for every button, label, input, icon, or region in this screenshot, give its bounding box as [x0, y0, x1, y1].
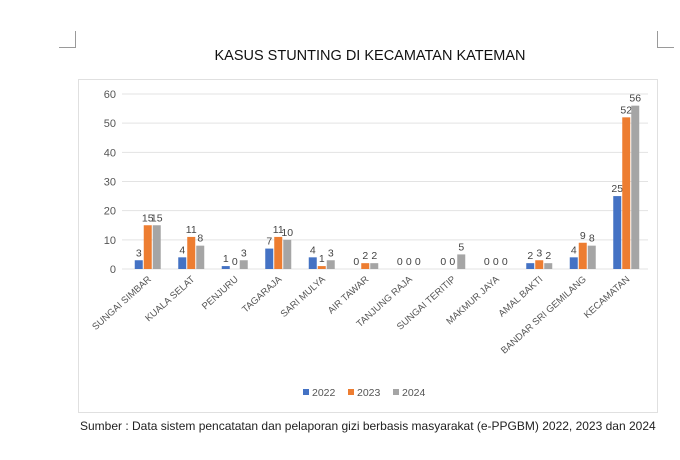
- chart-frame: [78, 79, 658, 413]
- data-label: 56: [629, 93, 641, 105]
- legend-label: 2024: [402, 387, 426, 399]
- bar-2024: [370, 263, 379, 269]
- legend-swatch-2022: [303, 389, 309, 395]
- data-label: 4: [179, 244, 185, 256]
- data-label: 7: [266, 236, 272, 248]
- data-label: 0: [353, 256, 359, 268]
- data-label: 0: [415, 256, 421, 268]
- bar-2022: [526, 263, 535, 269]
- data-label: 2: [371, 250, 377, 262]
- bar-2024: [544, 263, 553, 269]
- y-tick-label: 30: [104, 177, 116, 189]
- bar-2022: [221, 266, 230, 269]
- data-label: 0: [397, 256, 403, 268]
- bar-2024: [326, 260, 335, 269]
- data-label: 11: [186, 224, 197, 236]
- bar-2023: [622, 117, 631, 269]
- bar-2024: [457, 254, 466, 269]
- data-label: 11: [273, 224, 284, 236]
- data-label: 3: [536, 247, 542, 259]
- legend-label: 2022: [312, 387, 336, 399]
- data-label: 2: [362, 250, 368, 262]
- data-label: 0: [484, 256, 490, 268]
- data-label: 1: [223, 253, 229, 265]
- data-label: 8: [589, 233, 595, 245]
- data-label: 0: [449, 256, 455, 268]
- page-corner-mark-left: [59, 31, 76, 48]
- legend-swatch-2024: [393, 389, 399, 395]
- data-label: 52: [620, 104, 632, 116]
- bar-2022: [178, 257, 187, 269]
- bar-2023: [143, 225, 152, 269]
- source-caption: Sumber : Data sistem pencatatan dan pela…: [80, 419, 656, 433]
- x-tick-label: KECAMATAN: [582, 274, 632, 321]
- y-tick-label: 60: [104, 89, 116, 101]
- bar-2024: [631, 105, 640, 270]
- data-label: 2: [545, 250, 551, 262]
- y-tick-label: 50: [104, 118, 116, 130]
- data-label: 0: [502, 256, 508, 268]
- bar-2023: [274, 236, 283, 269]
- bar-2022: [569, 257, 578, 269]
- bar-2023: [317, 266, 326, 269]
- data-label: 8: [197, 233, 203, 245]
- data-label: 0: [406, 256, 412, 268]
- data-label: 4: [310, 244, 316, 256]
- y-tick-label: 10: [104, 235, 116, 247]
- data-label: 2: [527, 250, 533, 262]
- y-tick-label: 20: [104, 206, 116, 218]
- data-label: 9: [580, 230, 586, 242]
- x-tick-label: SARI MULYA: [279, 274, 329, 320]
- data-label: 15: [151, 212, 163, 224]
- data-label: 15: [142, 212, 154, 224]
- data-label: 3: [136, 247, 142, 259]
- bar-2024: [239, 260, 248, 269]
- data-label: 1: [319, 253, 325, 265]
- bar-2022: [308, 257, 317, 269]
- data-label: 3: [328, 247, 334, 259]
- x-tick-label: SUNGAI SIMBAR: [90, 274, 154, 333]
- bar-2022: [613, 196, 622, 269]
- data-label: 10: [281, 227, 293, 239]
- data-label: 4: [571, 244, 577, 256]
- chart-title: KASUS STUNTING DI KECAMATAN KATEMAN: [214, 48, 526, 64]
- x-tick-label: BANDAR SRI GEMILANG: [499, 274, 589, 356]
- y-tick-label: 40: [104, 147, 116, 159]
- x-tick-label: TAGARAJA: [240, 274, 285, 316]
- bar-2023: [361, 263, 370, 269]
- data-label: 5: [458, 241, 464, 253]
- data-label: 0: [440, 256, 446, 268]
- bar-2024: [587, 245, 596, 269]
- bar-2023: [535, 260, 544, 269]
- bar-2023: [578, 242, 587, 269]
- data-label: 0: [493, 256, 499, 268]
- bar-2024: [283, 239, 292, 269]
- bar-2024: [196, 245, 205, 269]
- data-label: 3: [241, 247, 247, 259]
- data-label: 0: [232, 256, 238, 268]
- x-tick-label: PENJURU: [200, 274, 241, 312]
- data-label: 25: [611, 183, 623, 195]
- bar-2022: [134, 260, 143, 269]
- bar-2024: [152, 225, 161, 269]
- x-tick-label: AIR TAWAR: [326, 274, 372, 317]
- page-corner-mark-right: [657, 31, 674, 48]
- y-tick-label: 0: [110, 264, 116, 276]
- legend-swatch-2023: [348, 389, 354, 395]
- legend-label: 2023: [357, 387, 381, 399]
- bar-2022: [265, 248, 274, 269]
- bar-2023: [187, 236, 196, 269]
